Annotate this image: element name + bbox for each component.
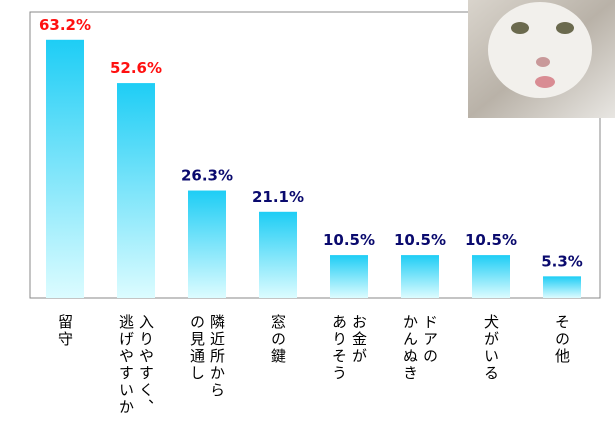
- category-label: 犬がいる: [481, 314, 501, 382]
- bar: [259, 212, 297, 298]
- category-label: 入りやすく、 逃げやすいか: [116, 314, 156, 416]
- value-label: 63.2%: [39, 16, 91, 34]
- category-label: その他: [552, 314, 572, 365]
- category-label: 隣近所から の見通し: [187, 314, 227, 399]
- value-label: 21.1%: [252, 188, 304, 206]
- value-label: 52.6%: [110, 59, 162, 77]
- value-label: 5.3%: [541, 252, 583, 270]
- bar: [543, 276, 581, 298]
- chart: 63.2% 52.6% 26.3% 21.1% 10.5% 10.5% 10.5% 5.3%: [0, 0, 615, 440]
- page: 63.2%52.6%26.3%21.1%10.5%10.5%10.5%5.3% …: [0, 0, 615, 440]
- bar: [117, 83, 155, 298]
- value-label: 10.5%: [394, 231, 446, 249]
- category-label: ドアの かんぬき: [400, 314, 440, 382]
- value-label: 26.3%: [181, 167, 233, 185]
- bar: [472, 255, 510, 298]
- value-label: 10.5%: [323, 231, 375, 249]
- bar: [330, 255, 368, 298]
- category-label: 窓の鍵: [268, 314, 288, 365]
- bar: [46, 40, 84, 298]
- category-label: 留守: [55, 314, 75, 348]
- bar: [188, 191, 226, 298]
- photo: [468, 0, 615, 118]
- value-label: 10.5%: [465, 231, 517, 249]
- bar: [401, 255, 439, 298]
- category-label: お金が ありそう: [329, 314, 369, 382]
